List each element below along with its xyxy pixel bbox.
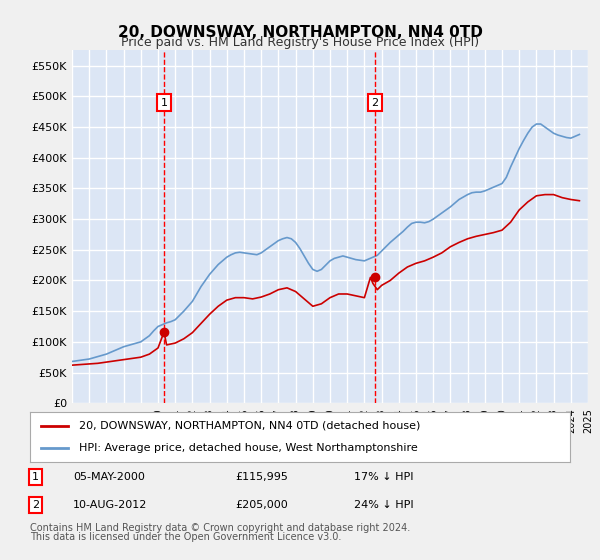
Text: This data is licensed under the Open Government Licence v3.0.: This data is licensed under the Open Gov… (30, 532, 341, 542)
Text: 20, DOWNSWAY, NORTHAMPTON, NN4 0TD: 20, DOWNSWAY, NORTHAMPTON, NN4 0TD (118, 25, 482, 40)
Text: £115,995: £115,995 (235, 472, 288, 482)
Text: 1: 1 (32, 472, 39, 482)
Text: Contains HM Land Registry data © Crown copyright and database right 2024.: Contains HM Land Registry data © Crown c… (30, 523, 410, 533)
Text: 17% ↓ HPI: 17% ↓ HPI (354, 472, 413, 482)
Text: 20, DOWNSWAY, NORTHAMPTON, NN4 0TD (detached house): 20, DOWNSWAY, NORTHAMPTON, NN4 0TD (deta… (79, 421, 420, 431)
Text: 1: 1 (161, 97, 167, 108)
Text: 10-AUG-2012: 10-AUG-2012 (73, 500, 148, 510)
Text: HPI: Average price, detached house, West Northamptonshire: HPI: Average price, detached house, West… (79, 443, 418, 453)
Text: £205,000: £205,000 (235, 500, 288, 510)
Text: 2: 2 (32, 500, 39, 510)
Text: 2: 2 (371, 97, 378, 108)
Text: Price paid vs. HM Land Registry's House Price Index (HPI): Price paid vs. HM Land Registry's House … (121, 36, 479, 49)
Text: 24% ↓ HPI: 24% ↓ HPI (354, 500, 413, 510)
Text: 05-MAY-2000: 05-MAY-2000 (73, 472, 145, 482)
